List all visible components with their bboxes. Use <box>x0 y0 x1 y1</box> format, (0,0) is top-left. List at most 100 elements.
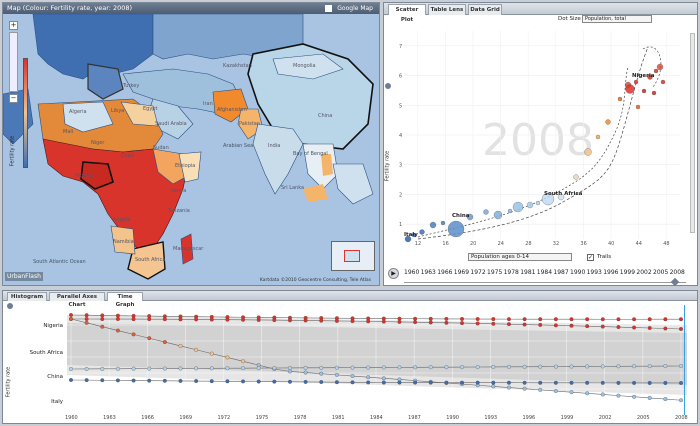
tab-parallel-axes-chart[interactable]: Parallel Axes Chart <box>49 292 105 308</box>
scatter-point[interactable] <box>419 229 425 235</box>
tab-histogram[interactable]: Histogram <box>7 292 47 301</box>
time-point[interactable] <box>460 317 464 321</box>
time-point[interactable] <box>178 317 183 322</box>
time-point[interactable] <box>381 365 386 370</box>
time-point[interactable] <box>663 397 668 402</box>
scatter-point[interactable] <box>507 208 513 214</box>
time-point[interactable] <box>241 379 246 384</box>
time-point[interactable] <box>397 380 402 385</box>
time-point[interactable] <box>397 316 402 321</box>
time-point[interactable] <box>162 317 167 322</box>
time-point[interactable] <box>147 366 152 371</box>
time-point[interactable] <box>288 318 292 323</box>
time-point[interactable] <box>538 317 543 322</box>
time-point[interactable] <box>679 381 683 385</box>
scatter-point[interactable] <box>447 220 465 238</box>
time-point[interactable] <box>585 317 590 322</box>
scatter-point[interactable] <box>647 74 653 80</box>
time-point[interactable] <box>632 394 637 399</box>
scatter-point[interactable] <box>656 63 664 71</box>
scatter-point[interactable] <box>617 96 623 102</box>
time-point[interactable] <box>131 378 136 383</box>
time-point[interactable] <box>100 366 105 371</box>
time-point[interactable] <box>194 379 199 383</box>
time-point[interactable] <box>663 381 668 385</box>
time-point[interactable] <box>460 365 464 370</box>
time-point[interactable] <box>84 317 89 321</box>
time-point[interactable] <box>256 379 261 384</box>
time-point[interactable] <box>553 317 558 322</box>
time-point[interactable] <box>600 380 605 385</box>
time-point[interactable] <box>413 380 418 385</box>
time-point[interactable] <box>147 336 152 341</box>
time-graph[interactable] <box>67 305 687 409</box>
scatter-point[interactable] <box>573 174 579 180</box>
time-point[interactable] <box>553 389 558 393</box>
time-point[interactable] <box>225 379 230 384</box>
time-point[interactable] <box>131 317 136 322</box>
time-point[interactable] <box>460 380 464 385</box>
time-point[interactable] <box>522 380 527 385</box>
time-point[interactable] <box>334 372 339 377</box>
scatter-point[interactable] <box>429 221 437 229</box>
time-point[interactable] <box>616 364 621 369</box>
time-point[interactable] <box>334 380 339 385</box>
time-point[interactable] <box>553 323 558 328</box>
time-point[interactable] <box>491 380 496 385</box>
time-point[interactable] <box>288 365 292 370</box>
time-point[interactable] <box>256 317 261 322</box>
time-point[interactable] <box>647 380 652 385</box>
time-point[interactable] <box>647 395 652 400</box>
time-point[interactable] <box>241 359 246 364</box>
time-point[interactable] <box>569 390 574 395</box>
time-point[interactable] <box>303 370 308 375</box>
play-button[interactable]: ▶ <box>388 268 399 279</box>
time-point[interactable] <box>115 313 120 318</box>
time-point[interactable] <box>679 398 683 403</box>
time-point[interactable] <box>303 379 308 384</box>
time-point[interactable] <box>632 325 637 330</box>
time-point[interactable] <box>162 366 167 371</box>
scatter-point[interactable] <box>557 193 565 201</box>
time-point[interactable] <box>632 317 637 322</box>
time-point[interactable] <box>288 379 292 384</box>
scatter-point[interactable] <box>440 220 446 226</box>
time-point[interactable] <box>381 319 386 324</box>
time-point[interactable] <box>256 366 261 371</box>
time-point[interactable] <box>100 313 105 318</box>
time-point[interactable] <box>131 332 136 337</box>
tab-table-lens[interactable]: Table Lens <box>428 4 466 15</box>
scatter-point[interactable] <box>641 88 647 94</box>
time-point[interactable] <box>647 317 652 322</box>
tab-data-grid[interactable]: Data Grid <box>468 4 502 15</box>
time-point[interactable] <box>428 320 433 325</box>
time-point[interactable] <box>178 378 183 383</box>
time-point[interactable] <box>491 384 496 389</box>
time-point[interactable] <box>350 319 355 324</box>
scatter-point[interactable] <box>651 90 657 96</box>
scatter-point[interactable] <box>625 84 635 94</box>
time-point[interactable] <box>366 380 371 385</box>
time-point[interactable] <box>366 365 371 370</box>
scatter-point[interactable] <box>535 200 541 206</box>
time-point[interactable] <box>475 365 480 369</box>
time-point[interactable] <box>241 317 246 322</box>
time-point[interactable] <box>225 355 230 360</box>
time-point[interactable] <box>491 317 496 322</box>
time-point[interactable] <box>506 380 511 385</box>
time-point[interactable] <box>397 319 402 324</box>
time-point[interactable] <box>381 380 386 385</box>
time-point[interactable] <box>616 317 621 322</box>
time-point[interactable] <box>538 322 543 327</box>
time-point[interactable] <box>115 378 120 383</box>
time-point[interactable] <box>616 380 621 385</box>
time-point[interactable] <box>491 364 496 369</box>
time-point[interactable] <box>272 366 277 370</box>
year-slider-thumb[interactable] <box>670 277 680 287</box>
time-point[interactable] <box>225 366 230 371</box>
scatter-point[interactable] <box>660 79 666 85</box>
google-map-checkbox[interactable] <box>325 5 332 12</box>
time-point[interactable] <box>209 379 214 384</box>
time-point[interactable] <box>506 317 511 322</box>
